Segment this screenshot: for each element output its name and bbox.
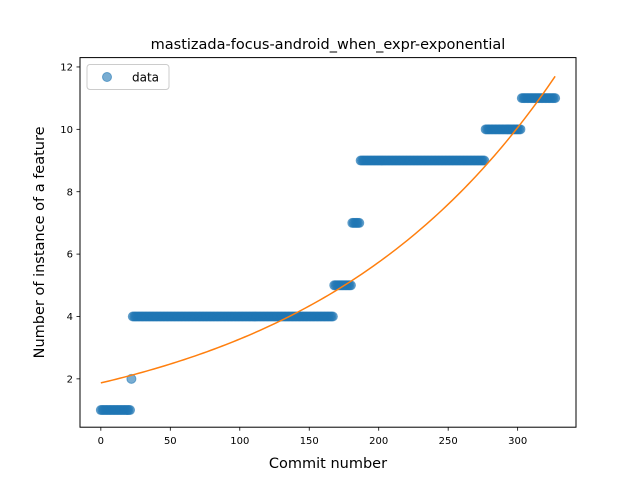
x-axis-label: Commit number — [269, 456, 387, 472]
x-tick-label: 250 — [439, 436, 458, 447]
data-point — [125, 405, 136, 416]
y-axis: 2 4 6 8 10 12 — [60, 63, 80, 385]
data-point — [327, 311, 338, 322]
x-tick-label: 200 — [369, 436, 388, 447]
x-tick-label: 0 — [98, 436, 104, 447]
x-tick-label: 150 — [300, 436, 319, 447]
y-tick-label: 8 — [67, 187, 73, 198]
chart-title: mastizada-focus-android_when_expr-expone… — [151, 37, 506, 53]
data-point — [550, 93, 561, 104]
legend: data — [86, 64, 170, 90]
y-tick-label: 4 — [67, 312, 73, 323]
data-point — [354, 217, 365, 228]
data-point — [479, 155, 490, 166]
plot-frame — [79, 57, 577, 428]
x-tick-label: 300 — [508, 436, 527, 447]
x-tick-label: 100 — [230, 436, 249, 447]
x-tick-label: 50 — [164, 436, 177, 447]
fit-line — [100, 75, 556, 384]
y-tick-label: 12 — [60, 63, 73, 74]
y-tick-label: 2 — [67, 374, 73, 385]
y-axis-label: Number of instance of a feature — [32, 126, 48, 358]
x-axis: 0 50 100 150 200 250 300 — [98, 427, 527, 447]
y-tick-label: 6 — [67, 250, 73, 261]
data-point — [515, 124, 526, 135]
legend-marker-data — [102, 72, 112, 82]
y-tick-label: 10 — [60, 125, 73, 136]
legend-label-data: data — [132, 71, 159, 85]
data-point — [345, 280, 356, 291]
plot-content — [95, 75, 561, 416]
legend-frame — [86, 64, 170, 90]
